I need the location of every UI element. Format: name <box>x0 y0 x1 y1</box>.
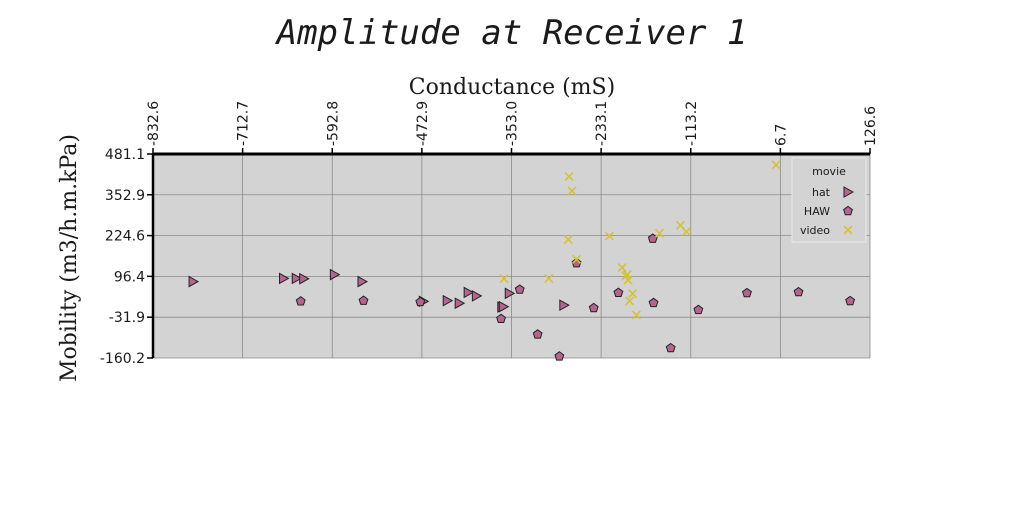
point-video <box>544 273 554 283</box>
x-ticks: -832.6 -712.7 -592.8 -472.9 -353.0 -233.1 -113… <box>146 101 879 154</box>
y-tick-label: 224.6 <box>105 229 145 245</box>
point-haw <box>358 295 369 305</box>
legend: movie hat HAW video <box>791 157 867 243</box>
data-points <box>188 160 856 361</box>
point-video <box>654 228 665 238</box>
y-tick-label: -31.9 <box>109 310 145 326</box>
x-tick-label: -592.8 <box>325 101 341 146</box>
y-axis-label: Mobility (m3/h.m.kPa) <box>57 134 82 382</box>
legend-title: movie <box>812 165 846 178</box>
point-video <box>771 160 781 170</box>
y-tick-label: 96.4 <box>114 269 145 285</box>
legend-box <box>791 157 867 243</box>
point-haw <box>496 313 506 324</box>
x-tick-label: -353.0 <box>505 101 521 146</box>
point-video <box>563 235 573 245</box>
point-video <box>625 296 635 306</box>
point-video <box>571 254 582 264</box>
legend-marker-haw <box>843 205 853 216</box>
point-hat <box>299 272 310 285</box>
point-video <box>499 274 509 284</box>
point-haw <box>415 296 426 307</box>
point-haw <box>742 287 752 298</box>
point-video <box>631 310 641 320</box>
point-haw <box>665 342 676 353</box>
legend-label: video <box>800 224 830 237</box>
y-tick-label: -160.2 <box>100 351 145 367</box>
x-axis-label: Conductance (mS) <box>409 75 615 100</box>
point-video <box>628 289 638 299</box>
point-hat <box>498 300 510 313</box>
point-haw <box>793 286 804 297</box>
point-haw <box>554 351 565 361</box>
point-video <box>681 227 691 237</box>
point-video <box>567 186 577 196</box>
point-hat <box>504 287 516 300</box>
point-haw <box>514 284 525 294</box>
point-hat <box>442 294 454 307</box>
point-video <box>617 263 627 273</box>
y-tick-label: 481.1 <box>105 147 145 163</box>
point-hat <box>463 286 475 299</box>
x-tick-label: -472.9 <box>415 101 431 146</box>
point-haw <box>295 296 306 306</box>
point-video <box>623 275 633 285</box>
point-haw <box>532 329 543 339</box>
x-tick-label: 6.7 <box>773 124 789 146</box>
chart-title: Amplitude at Receiver 1 <box>275 13 748 53</box>
point-haw <box>845 295 856 306</box>
point-hat <box>279 272 290 285</box>
point-hat <box>471 290 483 302</box>
x-tick-label: -113.2 <box>684 101 700 146</box>
legend-marker-video <box>843 225 853 235</box>
point-hat <box>329 268 341 281</box>
legend-marker-hat <box>843 186 855 198</box>
legend-label: hat <box>812 186 831 199</box>
y-tick-label: 352.9 <box>105 188 145 204</box>
point-hat <box>454 297 466 310</box>
point-video <box>564 172 574 182</box>
x-tick-label: -233.1 <box>594 101 610 146</box>
point-haw <box>693 304 704 315</box>
point-hat <box>559 299 570 311</box>
point-haw <box>588 302 599 313</box>
legend-label: HAW <box>804 205 830 218</box>
point-hat <box>357 275 369 288</box>
y-ticks: 481.1 352.9 224.6 96.4 -31.9 -160.2 <box>100 147 153 367</box>
point-haw <box>613 287 624 297</box>
point-hat <box>291 272 303 285</box>
x-tick-label: 126.6 <box>863 106 879 146</box>
x-tick-label: -712.7 <box>236 101 252 146</box>
point-haw <box>648 297 659 308</box>
x-tick-label: -832.6 <box>146 101 162 146</box>
point-video <box>604 231 614 241</box>
point-hat <box>188 275 200 288</box>
